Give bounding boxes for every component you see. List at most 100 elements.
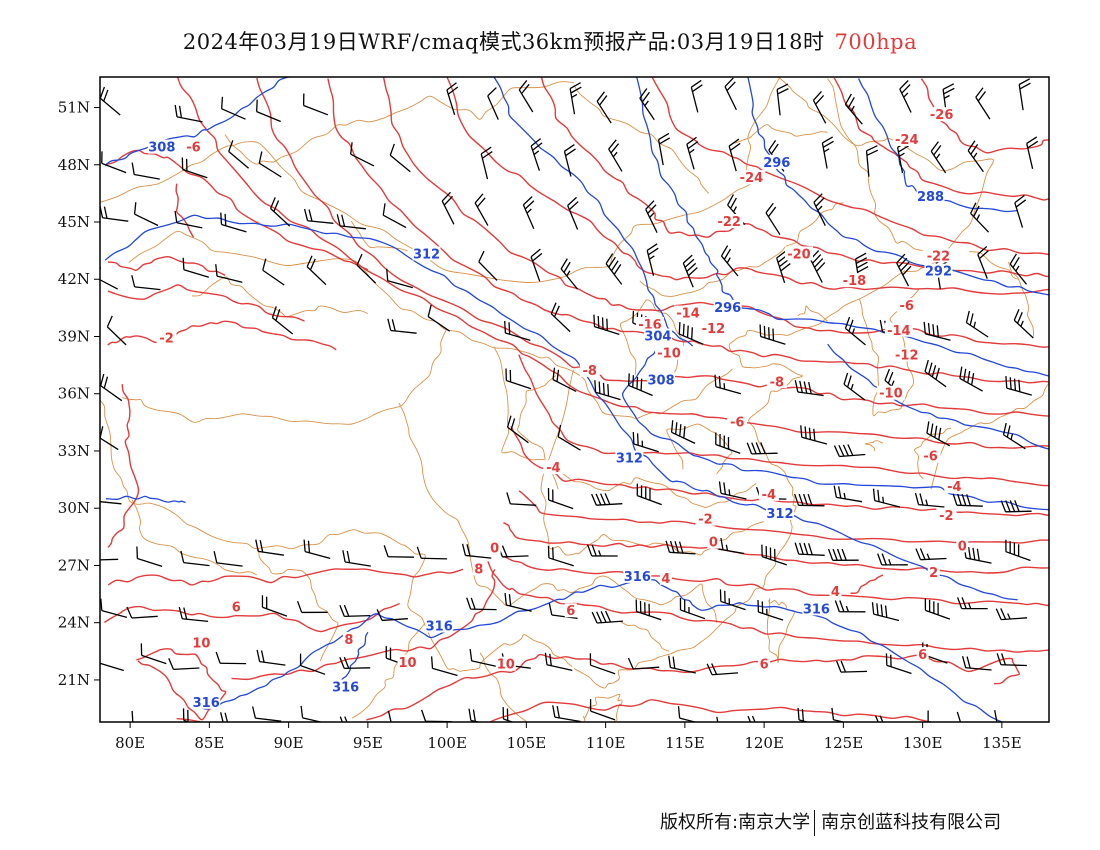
isotherm bbox=[651, 77, 1049, 256]
wind-barb bbox=[478, 250, 498, 281]
border-line bbox=[122, 330, 447, 425]
wind-barb bbox=[924, 598, 951, 620]
height-contour bbox=[747, 77, 1049, 296]
isotherm bbox=[256, 77, 1049, 417]
isotherm bbox=[850, 574, 884, 594]
temperature-label: 6 bbox=[566, 604, 575, 619]
temperature-label-bg bbox=[564, 603, 577, 618]
wind-barb bbox=[386, 268, 413, 289]
height-label-bg bbox=[412, 246, 441, 261]
wind-barb bbox=[645, 200, 658, 233]
wind-barb bbox=[885, 653, 912, 675]
wind-barb bbox=[131, 162, 160, 180]
map-frame bbox=[99, 76, 1050, 723]
border-line bbox=[100, 398, 573, 672]
wind-barb bbox=[970, 202, 990, 233]
wind-barb bbox=[100, 373, 123, 402]
lat-tick-label: 45N bbox=[58, 213, 90, 231]
temperature-label-bg bbox=[944, 479, 965, 494]
wind-barb bbox=[670, 420, 696, 444]
wind-barb bbox=[100, 500, 122, 505]
wind-barb bbox=[387, 318, 417, 334]
height-label-bg bbox=[924, 263, 953, 278]
wind-barb bbox=[871, 602, 900, 622]
geopotential-height-contours bbox=[104, 77, 1049, 722]
border-line bbox=[777, 77, 995, 273]
border-line bbox=[864, 440, 884, 452]
temperature-label: -12 bbox=[895, 349, 919, 364]
wind-barb bbox=[220, 712, 229, 722]
wind-barb bbox=[221, 96, 246, 120]
height-contour bbox=[827, 343, 1049, 450]
border-line bbox=[540, 369, 765, 556]
isotherm bbox=[833, 77, 1049, 201]
wind-barb bbox=[299, 653, 326, 675]
wind-barb bbox=[350, 142, 375, 167]
wind-barb bbox=[131, 275, 161, 291]
wind-barb bbox=[100, 267, 119, 290]
longitude-axis: 80E 85E 90E 95E 100E 105E 110E 115E 120E 125E 130E… bbox=[115, 722, 1022, 752]
lat-tick-label: 51N bbox=[58, 99, 90, 117]
temperature-label: -14 bbox=[676, 307, 700, 322]
isotherm bbox=[327, 78, 1049, 384]
temperature-label-bg bbox=[183, 139, 204, 154]
temperature-label: 8 bbox=[474, 562, 483, 577]
isotherm bbox=[175, 183, 195, 238]
lon-tick-label: 130E bbox=[903, 734, 943, 752]
border-line bbox=[191, 276, 369, 318]
temperature-label-bg bbox=[472, 561, 485, 576]
wind-barb bbox=[228, 140, 250, 169]
wind-barb bbox=[416, 546, 448, 560]
wind-barb bbox=[389, 143, 411, 173]
wind-barb bbox=[865, 145, 879, 177]
border-line bbox=[573, 270, 906, 689]
wind-barb bbox=[956, 597, 988, 610]
country-borders bbox=[100, 77, 1049, 722]
wind-barb bbox=[469, 648, 498, 668]
wind-barb bbox=[505, 368, 532, 390]
height-label-bg bbox=[615, 450, 644, 465]
wind-barb bbox=[504, 593, 532, 612]
copyright-right: 南京创蓝科技有限公司 bbox=[821, 812, 1002, 833]
height-label-bg bbox=[802, 601, 831, 616]
wind-barb bbox=[706, 663, 739, 676]
wind-barb bbox=[421, 709, 452, 722]
height-label: 296 bbox=[763, 156, 790, 171]
isotherm bbox=[446, 77, 1049, 295]
temperature-label-bg bbox=[635, 317, 664, 332]
wind-barb bbox=[376, 609, 408, 622]
wind-barb bbox=[100, 598, 128, 619]
wind-barb bbox=[552, 705, 581, 722]
temperature-label: -24 bbox=[740, 171, 764, 186]
wind-barb bbox=[106, 315, 127, 346]
wind-barb bbox=[627, 373, 653, 397]
temperature-label-bg bbox=[342, 631, 355, 646]
temperature-label-bg bbox=[896, 297, 917, 312]
wind-barb bbox=[382, 203, 407, 229]
wind-barb bbox=[639, 88, 655, 121]
wind-barb bbox=[303, 539, 331, 560]
wind-barb bbox=[557, 424, 581, 451]
lat-tick-label: 33N bbox=[58, 442, 90, 460]
height-contour bbox=[104, 77, 289, 166]
temperature-label-bg bbox=[707, 534, 720, 549]
temperature-label-bg bbox=[784, 246, 813, 261]
temperature-label-bg bbox=[699, 320, 728, 335]
isotherm bbox=[107, 284, 305, 322]
lon-tick-label: 110E bbox=[586, 734, 626, 752]
border-line bbox=[969, 251, 1018, 280]
wind-barbs bbox=[100, 77, 1039, 722]
border-line bbox=[766, 598, 795, 664]
temperature-label: 4 bbox=[831, 585, 840, 600]
temperature-label: -4 bbox=[947, 480, 961, 495]
wind-barb bbox=[926, 421, 951, 447]
isotherm bbox=[106, 149, 369, 271]
height-contour bbox=[105, 495, 186, 504]
wind-barb bbox=[591, 610, 624, 624]
height-label-bg bbox=[192, 694, 221, 709]
wind-barb bbox=[1002, 422, 1026, 450]
wind-barb bbox=[914, 492, 945, 508]
wind-barb bbox=[136, 546, 163, 568]
border-line bbox=[797, 305, 828, 322]
border-line bbox=[398, 402, 718, 623]
